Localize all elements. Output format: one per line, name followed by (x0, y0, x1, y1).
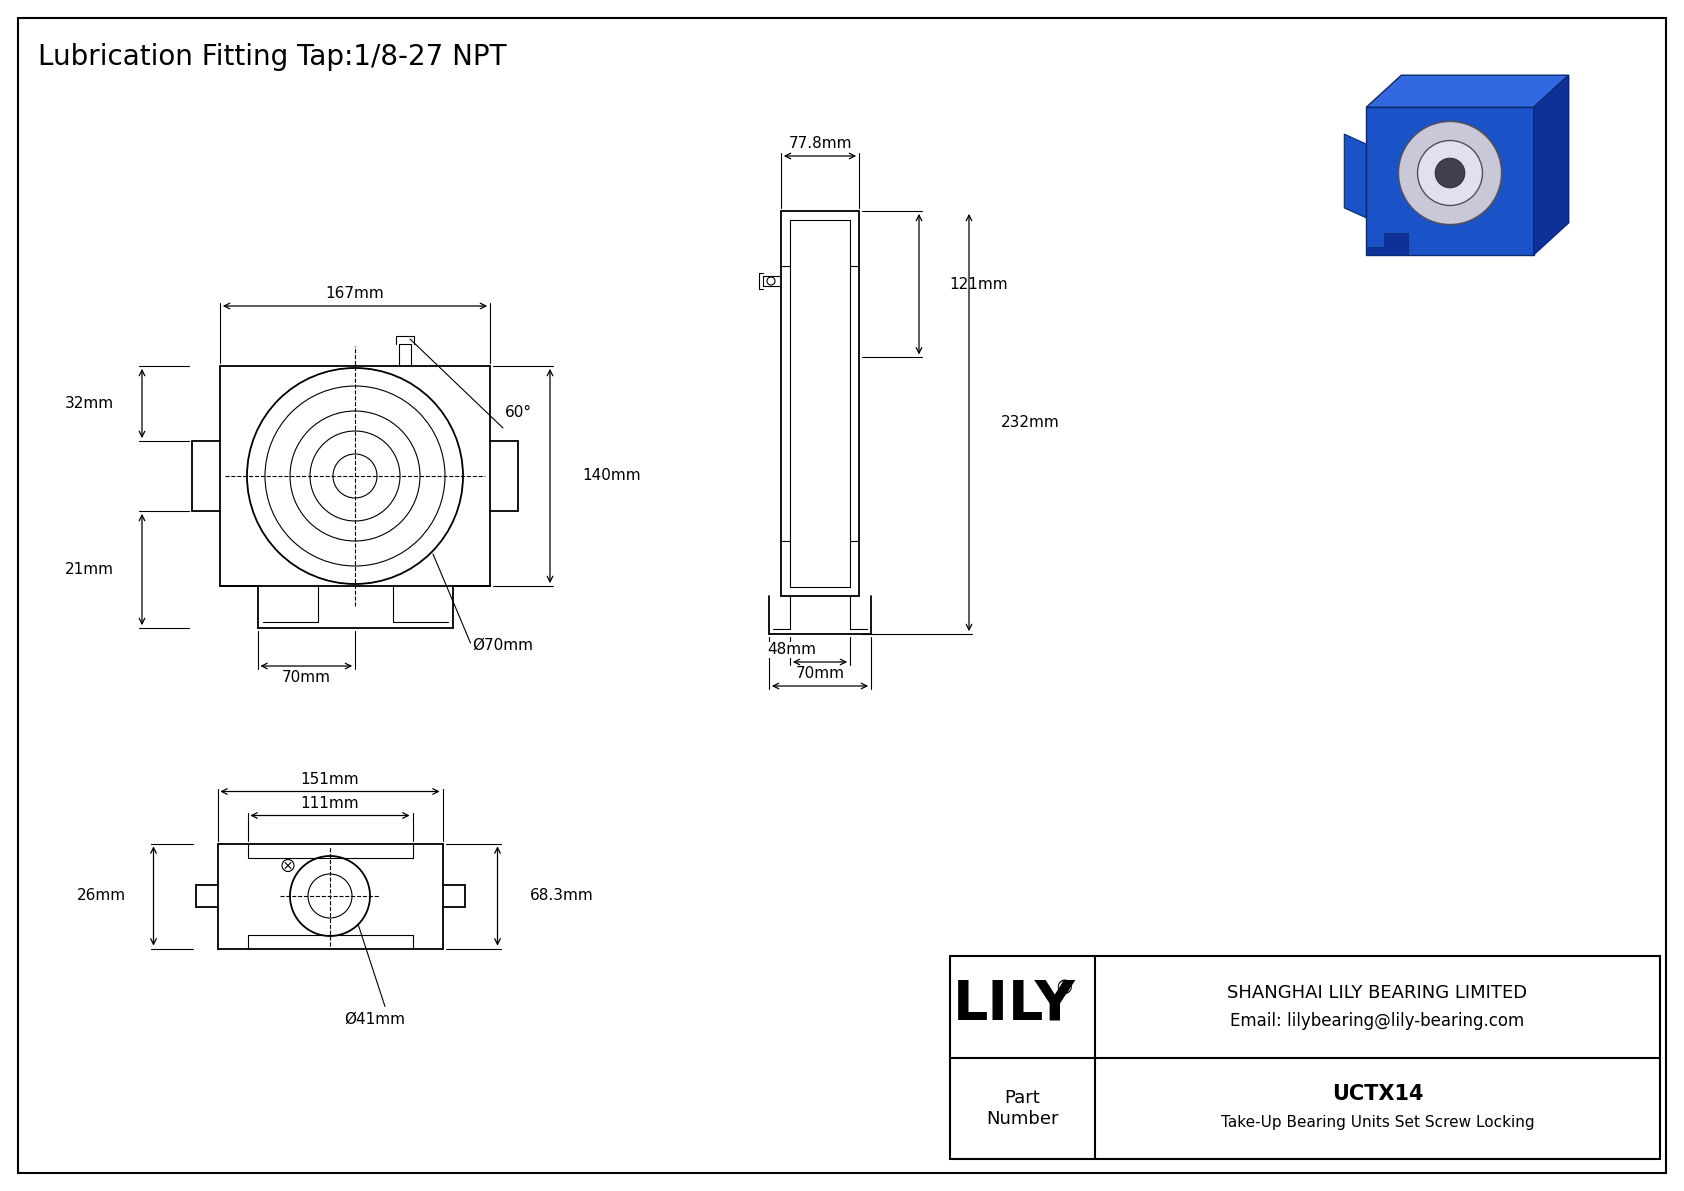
Text: 140mm: 140mm (583, 468, 640, 484)
Polygon shape (1344, 135, 1366, 218)
Text: UCTX14: UCTX14 (1332, 1084, 1423, 1104)
Text: Part
Number: Part Number (987, 1089, 1059, 1128)
Text: 70mm: 70mm (795, 667, 844, 681)
Circle shape (1435, 158, 1465, 188)
Text: 70mm: 70mm (281, 671, 330, 686)
Polygon shape (1534, 75, 1569, 255)
Text: Lubrication Fitting Tap:1/8-27 NPT: Lubrication Fitting Tap:1/8-27 NPT (39, 43, 507, 71)
Polygon shape (1394, 239, 1524, 255)
Text: 151mm: 151mm (301, 772, 359, 787)
Text: Take-Up Bearing Units Set Screw Locking: Take-Up Bearing Units Set Screw Locking (1221, 1115, 1534, 1130)
Text: Email: lilybearing@lily-bearing.com: Email: lilybearing@lily-bearing.com (1231, 1011, 1524, 1030)
Text: 32mm: 32mm (66, 395, 115, 411)
Polygon shape (1366, 107, 1534, 255)
Text: 121mm: 121mm (950, 276, 1007, 292)
Circle shape (1398, 121, 1502, 225)
Text: Ø41mm: Ø41mm (345, 1011, 406, 1027)
Text: LILY: LILY (953, 978, 1076, 1031)
Text: 60°: 60° (505, 405, 532, 420)
Circle shape (1418, 141, 1482, 206)
Polygon shape (1366, 75, 1569, 107)
Text: 232mm: 232mm (1000, 414, 1059, 430)
Text: 167mm: 167mm (325, 287, 384, 301)
Text: 48mm: 48mm (768, 642, 817, 657)
Text: ®: ® (1054, 979, 1074, 998)
Polygon shape (1366, 232, 1408, 255)
Text: SHANGHAI LILY BEARING LIMITED: SHANGHAI LILY BEARING LIMITED (1228, 984, 1527, 1002)
Text: Ø70mm: Ø70mm (473, 637, 534, 653)
Text: 21mm: 21mm (66, 562, 115, 576)
Text: 26mm: 26mm (76, 888, 126, 904)
Text: 68.3mm: 68.3mm (529, 888, 593, 904)
Text: 111mm: 111mm (301, 796, 359, 811)
Text: 77.8mm: 77.8mm (788, 137, 852, 151)
